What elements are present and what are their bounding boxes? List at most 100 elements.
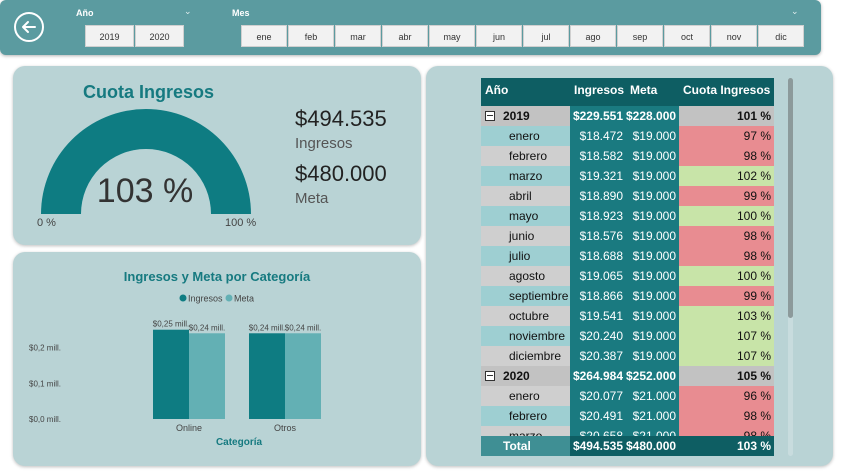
cuota-cell: 103 % [679, 306, 774, 326]
collapse-icon[interactable] [485, 371, 495, 381]
bar-ingresos-otros[interactable] [249, 333, 285, 419]
row-label: noviembre [481, 326, 570, 346]
ingresos-cell: $18.582 [570, 146, 626, 166]
ingresos-cell: $20.387 [570, 346, 626, 366]
table-row[interactable]: agosto $19.065 $19.000 100 % [481, 266, 774, 286]
gauge-chart [41, 109, 251, 214]
row-label: mayo [481, 206, 570, 226]
row-label: diciembre [481, 346, 570, 366]
cuota-cell: 99 % [679, 186, 774, 206]
column-header[interactable]: Meta [630, 83, 658, 97]
month-option-dic[interactable]: dic [758, 25, 804, 47]
meta-cell: $19.000 [626, 246, 679, 266]
year-option-2019[interactable]: 2019 [85, 25, 134, 47]
row-label: junio [481, 226, 570, 246]
table-row[interactable]: noviembre $20.240 $19.000 107 % [481, 326, 774, 346]
month-option-ene[interactable]: ene [241, 25, 287, 47]
y-tick-label: $0,2 mill. [29, 344, 61, 353]
cuota-cell: 100 % [679, 266, 774, 286]
total-label: Total [481, 436, 570, 456]
bar-meta-online[interactable] [189, 333, 225, 419]
table-row[interactable]: septiembre $18.866 $19.000 99 % [481, 286, 774, 306]
month-option-oct[interactable]: oct [664, 25, 710, 47]
year-option-2020[interactable]: 2020 [135, 25, 184, 47]
x-axis-title: Categoría [216, 437, 263, 448]
data-label: $0,24 mill. [189, 323, 225, 332]
table-row[interactable]: marzo $19.321 $19.000 102 % [481, 166, 774, 186]
cuota-cell: 99 % [679, 286, 774, 306]
table-row[interactable]: enero $18.472 $19.000 97 % [481, 126, 774, 146]
month-slicer-title: Mes [232, 8, 250, 18]
table-row[interactable]: abril $18.890 $19.000 99 % [481, 186, 774, 206]
month-option-abr[interactable]: abr [382, 25, 428, 47]
table-row[interactable]: junio $18.576 $19.000 98 % [481, 226, 774, 246]
bar-chart-panel: Ingresos y Meta por Categoría Ingresos Me… [13, 252, 421, 466]
table-row[interactable]: febrero $20.491 $21.000 98 % [481, 406, 774, 426]
bar-ingresos-online[interactable] [153, 329, 189, 419]
ingresos-cell: $18.576 [570, 226, 626, 246]
legend-label-meta[interactable]: Meta [234, 294, 254, 304]
table-scrollbar[interactable] [788, 78, 793, 456]
legend-marker-meta[interactable] [225, 294, 233, 302]
year-slicer-chevron-icon[interactable]: ⌄ [184, 6, 192, 16]
cuota-cell: 96 % [679, 386, 774, 406]
meta-cell: $19.000 [626, 266, 679, 286]
row-label: abril [481, 186, 570, 206]
row-label: enero [481, 126, 570, 146]
table-row[interactable]: enero $20.077 $21.000 96 % [481, 386, 774, 406]
gauge-value: 103 % [96, 172, 194, 210]
table-row[interactable]: mayo $18.923 $19.000 100 % [481, 206, 774, 226]
meta-cell: $228.000 [626, 106, 679, 126]
back-arrow-icon[interactable] [14, 12, 44, 42]
month-slicer-chevron-icon[interactable]: ⌄ [791, 6, 799, 16]
x-tick-label: Otros [274, 423, 297, 433]
column-header[interactable]: Cuota Ingresos [683, 83, 771, 97]
meta-cell: $19.000 [626, 226, 679, 246]
month-option-may[interactable]: may [429, 25, 475, 47]
month-option-jun[interactable]: jun [476, 25, 522, 47]
month-option-jul[interactable]: jul [523, 25, 569, 47]
year-row[interactable]: 2020 $264.984 $252.000 105 % [481, 366, 774, 386]
month-option-nov[interactable]: nov [711, 25, 757, 47]
ingresos-cell: $19.321 [570, 166, 626, 186]
collapse-icon[interactable] [485, 111, 495, 121]
row-label: 2019 [481, 106, 570, 126]
y-tick-label: $0,1 mill. [29, 379, 61, 388]
ingresos-kpi-label: Ingresos [295, 135, 353, 152]
cuota-cell: 98 % [679, 406, 774, 426]
ingresos-cell: $20.240 [570, 326, 626, 346]
row-label: marzo [481, 166, 570, 186]
bar-meta-otros[interactable] [285, 333, 321, 419]
scrollbar-thumb[interactable] [788, 78, 793, 318]
cuota-cell: 98 % [679, 146, 774, 166]
ingresos-cell: $19.065 [570, 266, 626, 286]
legend-marker-ingresos[interactable] [179, 294, 187, 302]
month-option-mar[interactable]: mar [335, 25, 381, 47]
column-header[interactable]: Ingresos [574, 83, 625, 97]
month-option-sep[interactable]: sep [617, 25, 663, 47]
gauge-fill [41, 109, 251, 214]
total-row: Total $494.535 $480.000 103 % [481, 436, 774, 456]
cuota-cell: 107 % [679, 346, 774, 366]
meta-cell: $19.000 [626, 126, 679, 146]
year-row[interactable]: 2019 $229.551 $228.000 101 % [481, 106, 774, 126]
column-header[interactable]: Año [485, 83, 509, 97]
ingresos-cell: $19.541 [570, 306, 626, 326]
year-slicer-title: Año [76, 8, 94, 18]
matrix-table: Año Ingresos Meta Cuota Ingresos 2019 $229.55… [481, 78, 774, 456]
chart-title: Ingresos y Meta por Categoría [123, 269, 311, 284]
table-row[interactable]: febrero $18.582 $19.000 98 % [481, 146, 774, 166]
row-label: octubre [481, 306, 570, 326]
month-option-ago[interactable]: ago [570, 25, 616, 47]
cuota-cell: 105 % [679, 366, 774, 386]
x-tick-label: Online [176, 423, 202, 433]
table-row[interactable]: octubre $19.541 $19.000 103 % [481, 306, 774, 326]
month-option-feb[interactable]: feb [288, 25, 334, 47]
ingresos-kpi-value: $494.535 [295, 106, 387, 131]
matrix-panel: Año Ingresos Meta Cuota Ingresos 2019 $229.55… [426, 66, 833, 466]
legend-label-ingresos[interactable]: Ingresos [188, 294, 223, 304]
table-row[interactable]: diciembre $20.387 $19.000 107 % [481, 346, 774, 366]
table-row[interactable]: julio $18.688 $19.000 98 % [481, 246, 774, 266]
year-label: 2019 [503, 109, 530, 123]
meta-cell: $19.000 [626, 166, 679, 186]
